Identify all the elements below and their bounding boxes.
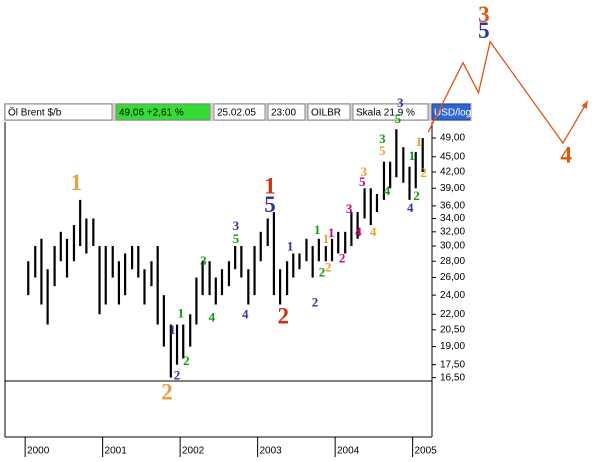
wave-label: 5 [359, 174, 366, 189]
time: 23:00 [271, 108, 296, 119]
y-tick-label: 28,00 [440, 256, 465, 267]
x-tick-label: 2001 [105, 446, 128, 457]
y-tick-label: 36,00 [440, 201, 465, 212]
toolbar: Öl Brent $/b 49,06 +2,61 % 25.02.05 23:0… [4, 103, 472, 121]
wave-label: 5 [395, 111, 402, 126]
wave-label: 4 [355, 224, 362, 239]
field [352, 103, 429, 121]
y-tick-label: 16,50 [440, 372, 465, 383]
wave-label: 3 [478, 2, 490, 27]
y-tick-label: 17,50 [440, 359, 465, 370]
wave-label: 2 [319, 264, 326, 279]
x-tick-label: 2005 [415, 446, 438, 457]
projection-line [427, 40, 589, 145]
y-tick-label: 24,00 [440, 290, 465, 301]
wave-label: 3 [200, 253, 207, 268]
wave-label: 5 [379, 143, 386, 158]
wave-label: 3 [346, 201, 353, 216]
y-tick-label: 32,00 [440, 226, 465, 237]
wave-label: 2 [183, 353, 190, 368]
wave-label: 2 [420, 165, 427, 180]
y-tick-label: 22,00 [440, 309, 465, 320]
quote: 49,06 +2,61 % [119, 108, 184, 119]
wave-label: 1 [416, 134, 423, 149]
wave-label: 5 [478, 18, 490, 43]
wave-label: 4 [384, 183, 391, 198]
instrument: Öl Brent $/b [8, 107, 62, 119]
x-tick-label: 2002 [182, 446, 205, 457]
wave-label: 2 [339, 251, 346, 266]
field [4, 103, 113, 121]
wave-label: 2 [174, 367, 181, 382]
y-tick-label: 42,00 [440, 167, 465, 178]
arrow-head [581, 100, 588, 109]
wave-label: 4 [370, 224, 377, 239]
wave-label: 2 [312, 295, 319, 310]
y-tick-label: 34,00 [440, 213, 465, 224]
wave-label: 4 [407, 200, 414, 215]
wave-label: 5 [264, 192, 276, 217]
wave-label: 3 [397, 95, 404, 110]
wave-label: 2 [161, 380, 173, 405]
wave-label: 1 [71, 170, 83, 195]
wave-label: 1 [323, 231, 330, 246]
wave-label: 1 [169, 322, 176, 337]
wave-label: 2 [325, 259, 332, 274]
wave-label: 4 [560, 143, 572, 168]
field [267, 103, 306, 121]
y-tick-label: 30,00 [440, 241, 465, 252]
wave-label: 3 [379, 131, 386, 146]
x-tick-label: 2003 [260, 446, 283, 457]
x-tick-label: 2004 [337, 446, 360, 457]
wave-label: 2 [277, 304, 289, 329]
wave-label: 1 [287, 238, 294, 253]
field[interactable] [431, 103, 471, 121]
wave-label: 5 [233, 231, 240, 246]
wave-label: 1 [328, 225, 335, 240]
wave-label: 4 [242, 306, 249, 321]
y-tick-label: 45,00 [440, 151, 465, 162]
wave-label: 1 [178, 305, 185, 320]
wave-label: 3 [361, 164, 368, 179]
wave-label: 1 [264, 174, 276, 199]
field [307, 103, 351, 121]
wave-label: 1 [409, 148, 416, 163]
y-tick-label: 26,00 [440, 272, 465, 283]
wave-label: 4 [209, 309, 216, 324]
x-tick-label: 2000 [27, 446, 50, 457]
scale: Skala 21,9 % [356, 108, 415, 119]
symbol: OILBR [311, 108, 341, 119]
field [213, 103, 266, 121]
date: 25.02.05 [217, 108, 256, 119]
wave-label: 2 [413, 188, 420, 203]
y-tick-label: 39,00 [440, 183, 465, 194]
y-tick-label: 20,50 [440, 324, 465, 335]
y-tick-label: 49,00 [440, 133, 465, 144]
y-tick-label: 19,00 [440, 341, 465, 352]
wave-label: 1 [314, 222, 321, 237]
wave-label: 3 [233, 218, 240, 233]
field [115, 103, 211, 121]
currency[interactable]: USD/log [434, 108, 471, 119]
